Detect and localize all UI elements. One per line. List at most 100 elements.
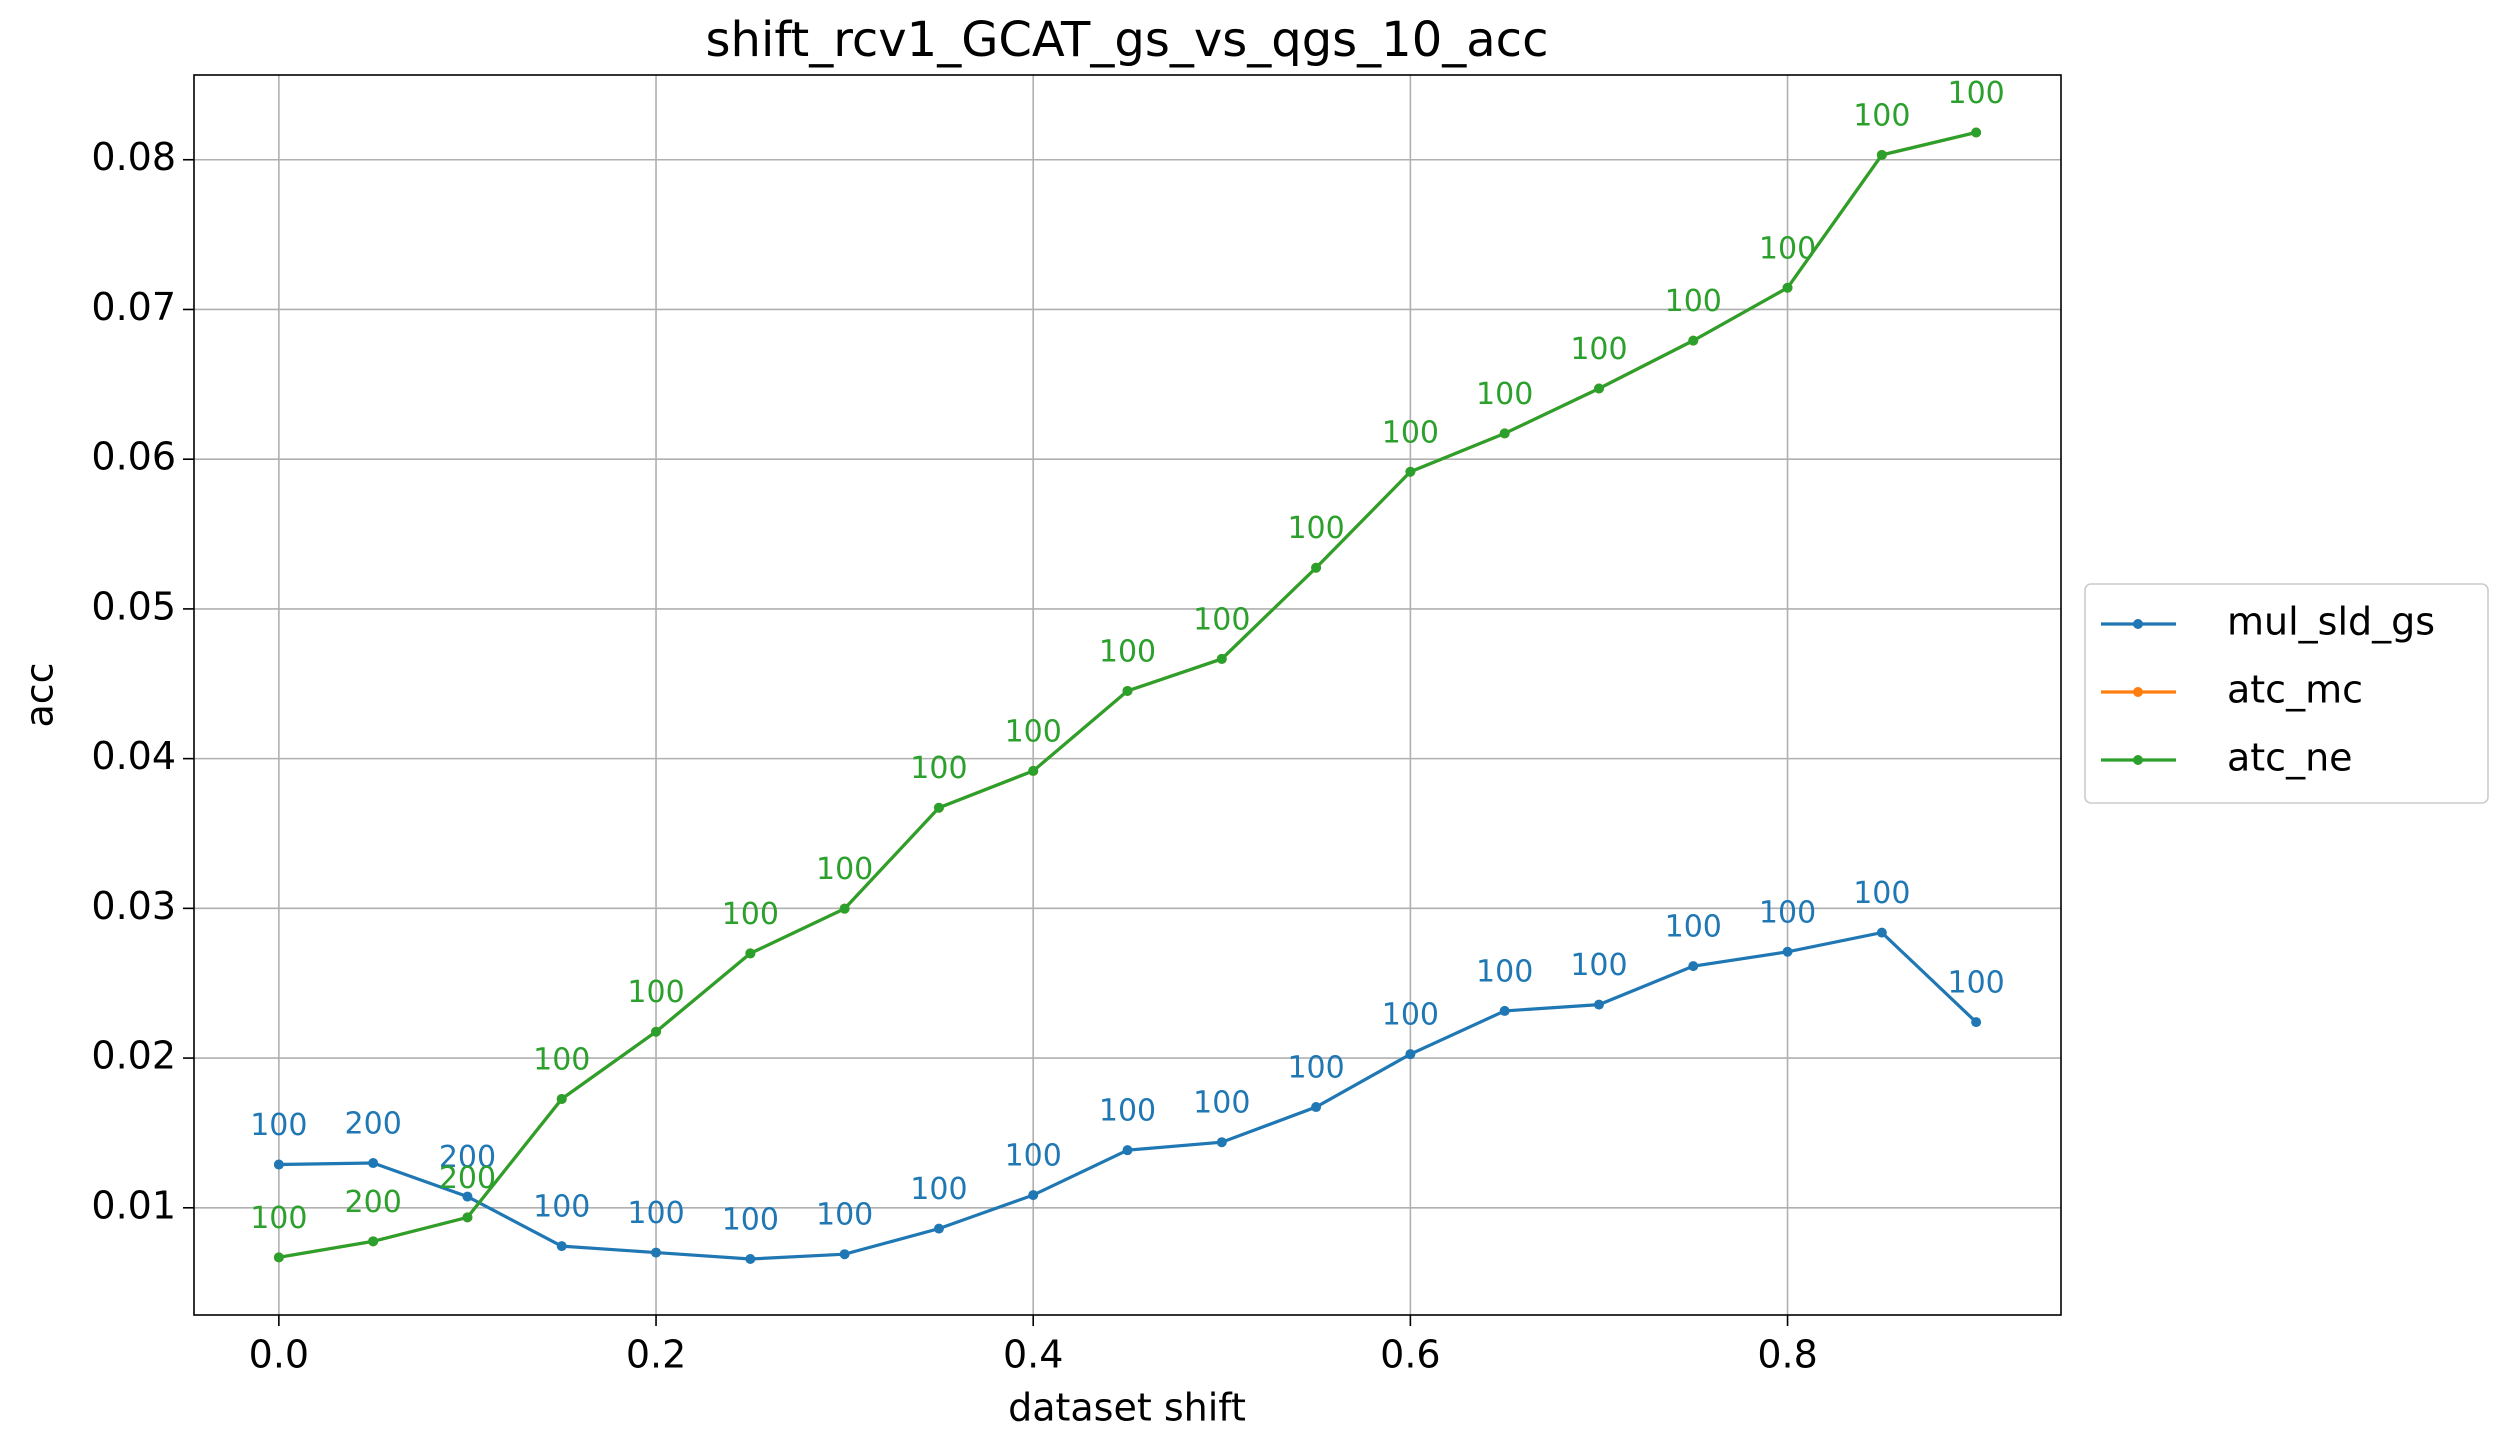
data-point xyxy=(1216,1137,1227,1148)
data-point xyxy=(1311,562,1322,573)
x-tick-label: 0.0 xyxy=(249,1333,309,1377)
legend-marker xyxy=(2133,687,2143,697)
data-point xyxy=(933,1223,944,1234)
data-point xyxy=(1028,765,1039,776)
legend-label: mul_sld_gs xyxy=(2227,600,2435,644)
data-point xyxy=(368,1236,379,1247)
data-point xyxy=(462,1212,473,1223)
data-point xyxy=(1499,1005,1510,1016)
y-tick-label: 0.07 xyxy=(91,285,176,329)
x-tick-label: 0.4 xyxy=(1003,1333,1063,1377)
point-label: 100 xyxy=(1759,895,1816,930)
point-label: 100 xyxy=(1948,966,2005,1001)
data-point xyxy=(1405,466,1416,477)
point-label: 100 xyxy=(1382,998,1439,1033)
point-label: 100 xyxy=(1287,1051,1344,1086)
data-point xyxy=(651,1247,662,1258)
data-point xyxy=(273,1252,284,1263)
data-point xyxy=(839,1249,850,1260)
data-point xyxy=(1593,383,1604,394)
data-point xyxy=(1216,653,1227,664)
point-label: 100 xyxy=(1005,1139,1062,1174)
point-label: 100 xyxy=(1099,1094,1156,1129)
legend-marker xyxy=(2133,619,2143,629)
x-axis-label: dataset shift xyxy=(1008,1386,1246,1430)
data-point xyxy=(839,903,850,914)
chart-title: shift_rcv1_GCAT_gs_vs_qgs_10_acc xyxy=(706,12,1549,68)
data-point xyxy=(556,1093,567,1104)
point-label: 100 xyxy=(1193,602,1250,637)
point-label: 100 xyxy=(816,852,873,887)
y-tick-label: 0.06 xyxy=(91,435,176,479)
legend-box xyxy=(2084,583,2489,804)
point-label: 100 xyxy=(1948,76,2005,111)
point-label: 100 xyxy=(533,1042,590,1077)
y-tick-label: 0.01 xyxy=(91,1183,176,1227)
data-point xyxy=(1122,1145,1133,1156)
point-label: 100 xyxy=(722,897,779,932)
legend-marker xyxy=(2133,755,2143,765)
point-label: 100 xyxy=(1665,910,1722,945)
data-point xyxy=(368,1158,379,1169)
data-point xyxy=(933,802,944,813)
point-label: 100 xyxy=(910,751,967,786)
point-label: 100 xyxy=(910,1172,967,1207)
plot-frame xyxy=(193,74,2062,1316)
x-tick-label: 0.2 xyxy=(626,1333,686,1377)
x-tick-label: 0.8 xyxy=(1757,1333,1817,1377)
point-label: 100 xyxy=(816,1198,873,1233)
point-label: 100 xyxy=(1476,377,1533,412)
point-label: 100 xyxy=(1570,948,1627,983)
point-label: 200 xyxy=(345,1185,402,1220)
point-label: 200 xyxy=(439,1161,496,1196)
point-label: 100 xyxy=(1853,876,1910,911)
point-label: 100 xyxy=(250,1201,307,1236)
legend-label: atc_mc xyxy=(2227,668,2363,712)
data-point xyxy=(1499,428,1510,439)
legend-label: atc_ne xyxy=(2227,736,2353,780)
data-point xyxy=(1593,999,1604,1010)
data-point xyxy=(745,1254,756,1265)
data-point xyxy=(1028,1190,1039,1201)
y-tick-label: 0.08 xyxy=(91,135,176,179)
data-point xyxy=(1971,1017,1982,1028)
point-label: 100 xyxy=(1665,284,1722,319)
point-label: 200 xyxy=(345,1107,402,1142)
data-point xyxy=(1876,927,1887,938)
data-point xyxy=(1311,1102,1322,1113)
data-point xyxy=(1405,1049,1416,1060)
y-tick-label: 0.03 xyxy=(91,884,176,928)
point-label: 100 xyxy=(1476,954,1533,989)
data-point xyxy=(1782,946,1793,957)
point-label: 100 xyxy=(1853,98,1910,133)
point-label: 100 xyxy=(722,1203,779,1238)
point-label: 100 xyxy=(627,975,684,1010)
point-label: 100 xyxy=(627,1196,684,1231)
data-point xyxy=(1876,149,1887,160)
point-label: 100 xyxy=(533,1190,590,1225)
point-label: 100 xyxy=(250,1108,307,1143)
data-point xyxy=(462,1191,473,1202)
point-label: 100 xyxy=(1287,511,1344,546)
point-label: 100 xyxy=(1099,634,1156,669)
data-point xyxy=(273,1159,284,1170)
point-label: 100 xyxy=(1570,332,1627,367)
point-label: 100 xyxy=(1382,415,1439,450)
data-point xyxy=(1971,127,1982,138)
data-point xyxy=(556,1241,567,1252)
point-label: 100 xyxy=(1759,231,1816,266)
point-label: 100 xyxy=(1005,714,1062,749)
data-point xyxy=(1688,961,1699,972)
data-point xyxy=(1688,335,1699,346)
y-axis-label: acc xyxy=(18,662,62,727)
x-tick-label: 0.6 xyxy=(1380,1333,1440,1377)
data-point xyxy=(1122,685,1133,696)
y-tick-label: 0.05 xyxy=(91,584,176,628)
data-point xyxy=(651,1026,662,1037)
point-label: 100 xyxy=(1193,1086,1250,1121)
y-tick-label: 0.04 xyxy=(91,734,176,778)
data-point xyxy=(745,948,756,959)
